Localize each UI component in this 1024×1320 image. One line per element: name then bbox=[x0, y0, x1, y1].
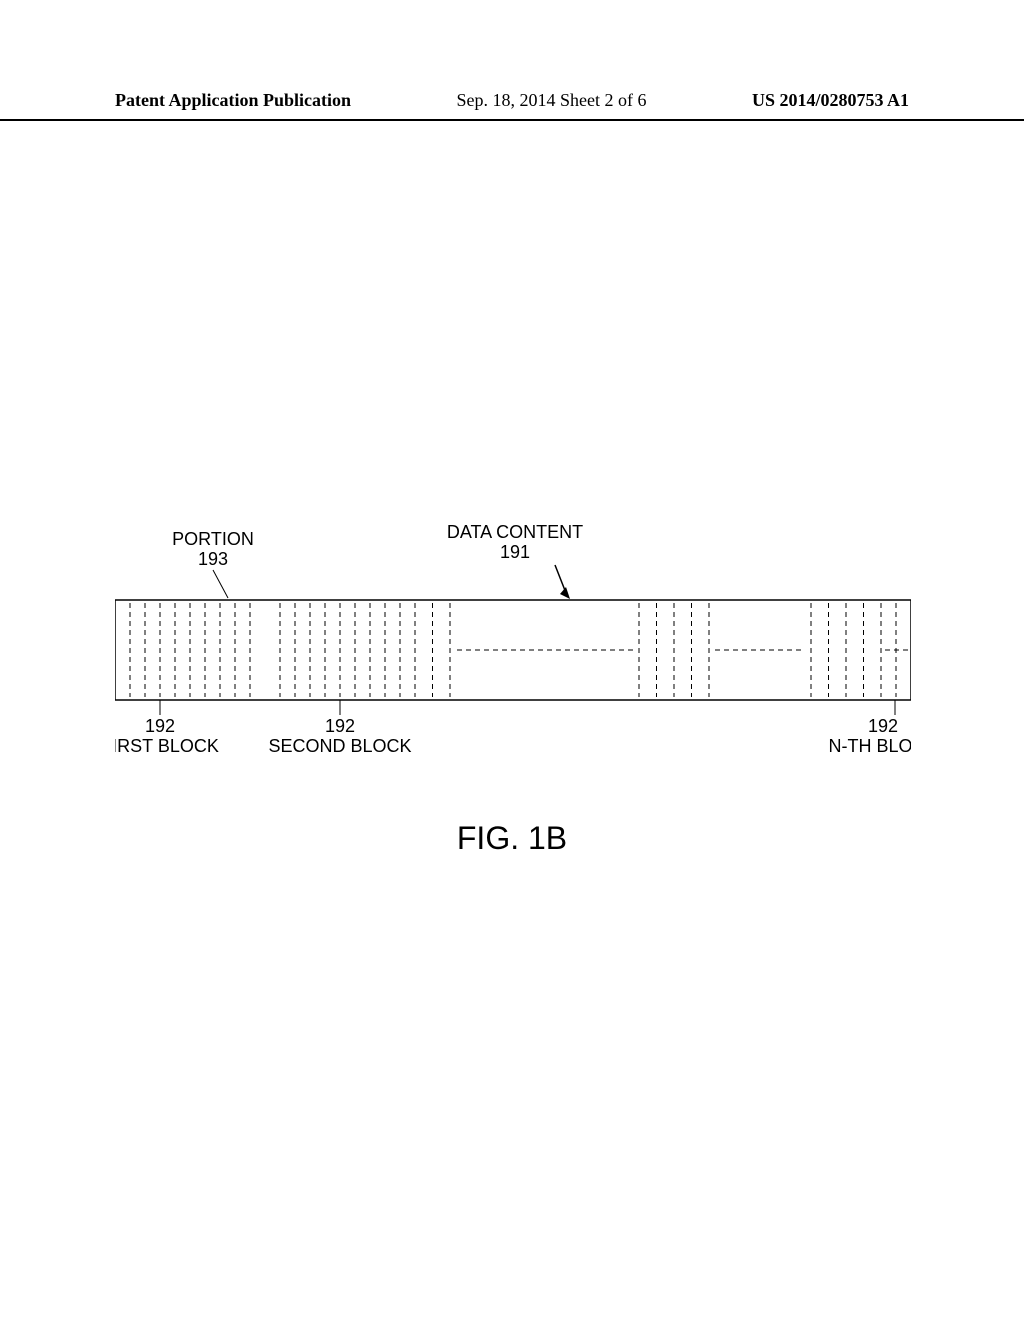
svg-text:PORTION: PORTION bbox=[172, 529, 254, 549]
svg-text:191: 191 bbox=[500, 542, 530, 562]
header-right: US 2014/0280753 A1 bbox=[752, 90, 909, 111]
page: Patent Application Publication Sep. 18, … bbox=[0, 0, 1024, 1320]
page-header: Patent Application Publication Sep. 18, … bbox=[0, 90, 1024, 121]
svg-text:192: 192 bbox=[325, 716, 355, 736]
diagram-svg: DATA CONTENT191PORTION193192FIRST BLOCK1… bbox=[115, 480, 911, 820]
svg-text:192: 192 bbox=[868, 716, 898, 736]
svg-text:192: 192 bbox=[145, 716, 175, 736]
svg-text:DATA CONTENT: DATA CONTENT bbox=[447, 522, 583, 542]
header-center: Sep. 18, 2014 Sheet 2 of 6 bbox=[457, 90, 647, 111]
figure-1b-diagram: DATA CONTENT191PORTION193192FIRST BLOCK1… bbox=[115, 480, 911, 820]
svg-text:193: 193 bbox=[198, 549, 228, 569]
svg-text:SECOND BLOCK: SECOND BLOCK bbox=[268, 736, 411, 756]
header-left: Patent Application Publication bbox=[115, 90, 351, 111]
svg-text:FIRST BLOCK: FIRST BLOCK bbox=[115, 736, 219, 756]
figure-caption: FIG. 1B bbox=[412, 820, 612, 857]
svg-text:N-TH BLOCK: N-TH BLOCK bbox=[828, 736, 911, 756]
